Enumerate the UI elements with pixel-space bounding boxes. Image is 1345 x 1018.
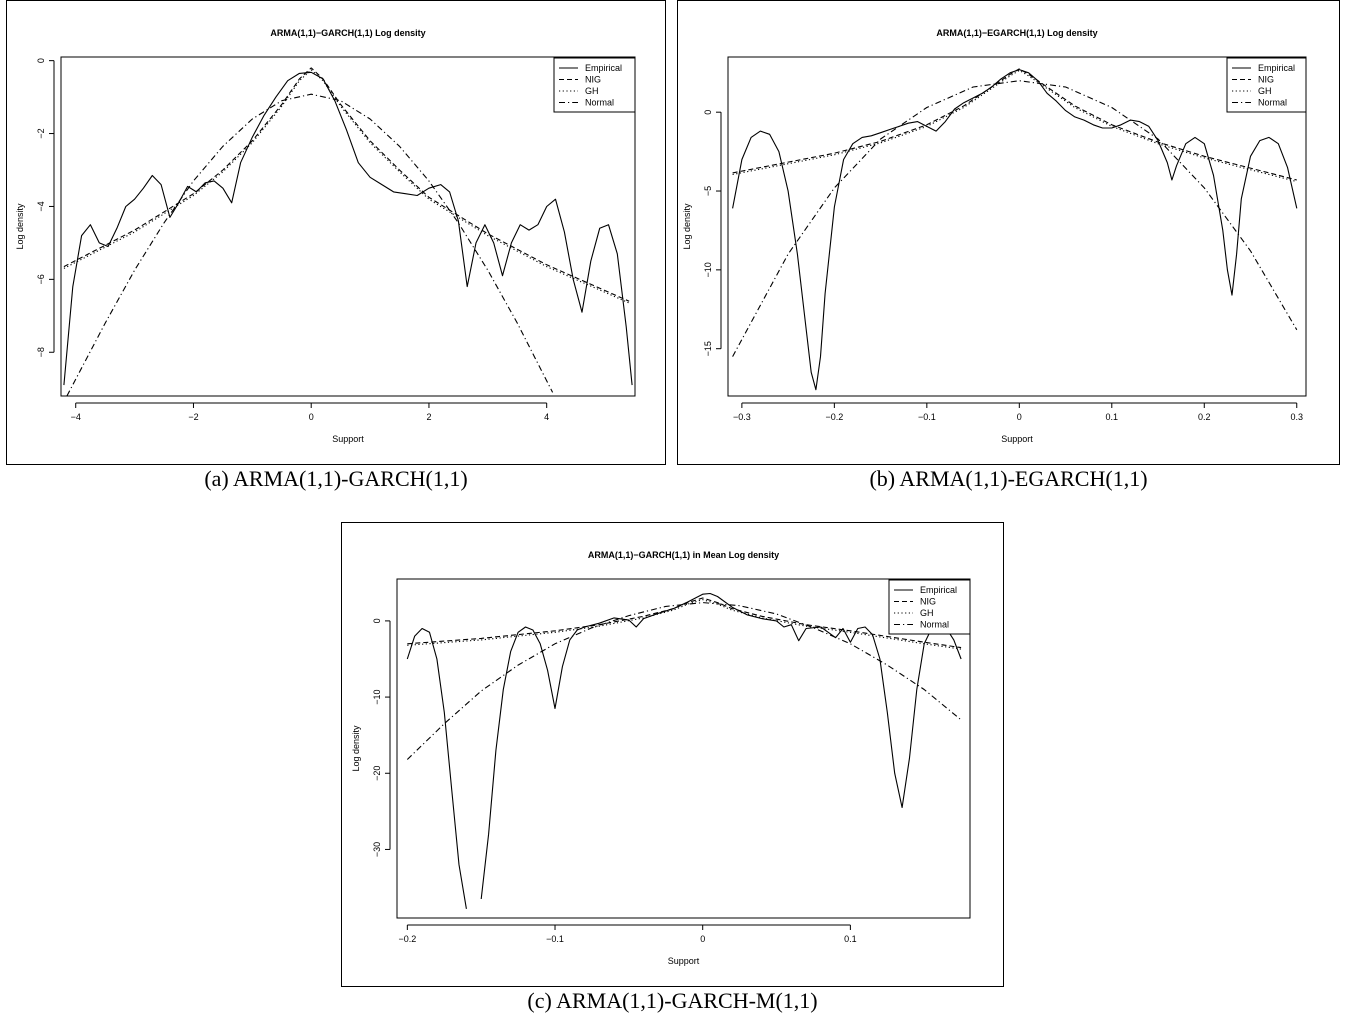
series-line-gh bbox=[407, 599, 962, 650]
x-axis-title: Support bbox=[332, 434, 364, 444]
legend-label-nig: NIG bbox=[585, 75, 601, 85]
legend-box bbox=[888, 579, 971, 635]
x-tick-label: 0 bbox=[700, 934, 705, 944]
legend-label-gh: GH bbox=[585, 86, 599, 96]
x-tick-label: 2 bbox=[426, 412, 431, 422]
caption-a: (a) ARMA(1,1)-GARCH(1,1) bbox=[204, 466, 468, 491]
x-axis-title: Support bbox=[668, 956, 700, 966]
panel-b: ARMA(1,1)−EGARCH(1,1) Log density −0.3 −0.… bbox=[677, 0, 1340, 465]
x-tick-label: 0.1 bbox=[844, 934, 857, 944]
y-tick-label: 0 bbox=[36, 58, 46, 63]
series-line-normal bbox=[406, 602, 962, 760]
legend-label-normal: Normal bbox=[920, 620, 949, 630]
series-line-gh bbox=[63, 69, 630, 304]
x-tick-label: 0.1 bbox=[1106, 412, 1119, 422]
series-line-nig bbox=[63, 67, 630, 302]
y-tick-label: −8 bbox=[36, 347, 46, 357]
x-tick-label: 0.2 bbox=[1198, 412, 1211, 422]
x-tick-label: 0.3 bbox=[1290, 412, 1303, 422]
y-tick-label: 0 bbox=[703, 110, 713, 115]
x-tick-label: −0.1 bbox=[546, 934, 564, 944]
x-tick-label: 0 bbox=[309, 412, 314, 422]
x-tick-label: −0.2 bbox=[825, 412, 843, 422]
chart-title: ARMA(1,1)−GARCH(1,1) Log density bbox=[270, 28, 425, 38]
y-tick-label: −30 bbox=[372, 842, 382, 857]
legend-label-nig: NIG bbox=[920, 597, 936, 607]
panel-a: ARMA(1,1)−GARCH(1,1) Log density −4 −2 0 2 4 0… bbox=[6, 0, 666, 465]
y-tick-label: −10 bbox=[703, 262, 713, 277]
y-tick-label: −20 bbox=[372, 766, 382, 781]
legend-label-gh: GH bbox=[1258, 86, 1272, 96]
x-tick-label: −2 bbox=[188, 412, 198, 422]
legend-label-normal: Normal bbox=[585, 98, 614, 108]
chart-title: ARMA(1,1)−EGARCH(1,1) Log density bbox=[936, 28, 1097, 38]
legend-label-normal: Normal bbox=[1258, 98, 1287, 108]
series-line-normal bbox=[732, 80, 1298, 357]
panel-c: ARMA(1,1)−GARCH(1,1) in Mean Log density… bbox=[341, 522, 1004, 987]
y-tick-label: −6 bbox=[36, 274, 46, 284]
legend-label-empirical: Empirical bbox=[585, 63, 622, 73]
plot-area bbox=[727, 56, 1307, 397]
legend-box bbox=[1226, 57, 1307, 113]
plot-area bbox=[396, 578, 971, 919]
legend-label-nig: NIG bbox=[1258, 75, 1274, 85]
y-axis-title: Log density bbox=[15, 203, 25, 250]
y-tick-label: −4 bbox=[36, 201, 46, 211]
y-tick-label: −10 bbox=[372, 689, 382, 704]
series-line-nig bbox=[732, 68, 1297, 181]
caption-b: (b) ARMA(1,1)-EGARCH(1,1) bbox=[869, 466, 1148, 491]
x-tick-label: 4 bbox=[544, 412, 549, 422]
series-line-nig bbox=[407, 597, 962, 649]
legend-label-empirical: Empirical bbox=[920, 585, 957, 595]
series-line-empirical bbox=[63, 71, 633, 386]
y-tick-label: −15 bbox=[703, 341, 713, 356]
x-tick-label: 0 bbox=[1017, 412, 1022, 422]
y-axis-title: Log density bbox=[351, 725, 361, 772]
y-tick-label: 0 bbox=[372, 618, 382, 623]
y-tick-label: −2 bbox=[36, 128, 46, 138]
y-axis-title: Log density bbox=[682, 203, 692, 250]
chart-title: ARMA(1,1)−GARCH(1,1) in Mean Log density bbox=[588, 550, 779, 560]
x-axis-title: Support bbox=[1001, 434, 1033, 444]
legend-label-empirical: Empirical bbox=[1258, 63, 1295, 73]
series-line-empirical bbox=[732, 69, 1298, 391]
x-tick-label: −0.1 bbox=[918, 412, 936, 422]
series-line-normal bbox=[66, 93, 554, 396]
caption-c: (c) ARMA(1,1)-GARCH-M(1,1) bbox=[527, 988, 818, 1013]
x-tick-label: −4 bbox=[71, 412, 81, 422]
plot-area bbox=[60, 56, 636, 397]
y-tick-label: −5 bbox=[703, 186, 713, 196]
x-tick-label: −0.2 bbox=[398, 934, 416, 944]
x-tick-label: −0.3 bbox=[733, 412, 751, 422]
legend-label-gh: GH bbox=[920, 608, 934, 618]
legend-box bbox=[553, 57, 636, 113]
